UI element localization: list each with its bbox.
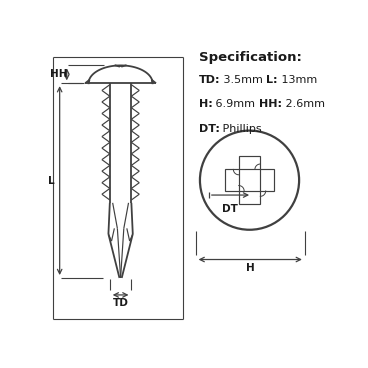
Text: H:: H: <box>198 99 212 109</box>
Text: DT: DT <box>223 204 238 213</box>
Bar <box>239 156 260 204</box>
Text: Phillips: Phillips <box>219 124 262 134</box>
Text: DT:: DT: <box>198 124 219 134</box>
Text: L:: L: <box>266 75 278 85</box>
Text: 3.5mm: 3.5mm <box>220 75 266 85</box>
Text: Specification:: Specification: <box>198 51 301 64</box>
Text: 13mm: 13mm <box>278 75 317 85</box>
Text: 6.9mm: 6.9mm <box>212 99 259 109</box>
Text: TD:: TD: <box>198 75 220 85</box>
Text: L: L <box>48 176 54 185</box>
Text: HH: HH <box>50 69 67 79</box>
Bar <box>226 169 273 191</box>
Text: 2.6mm: 2.6mm <box>282 99 325 109</box>
Text: HH:: HH: <box>259 99 282 109</box>
Text: TD: TD <box>113 298 128 308</box>
Text: H: H <box>246 263 255 273</box>
